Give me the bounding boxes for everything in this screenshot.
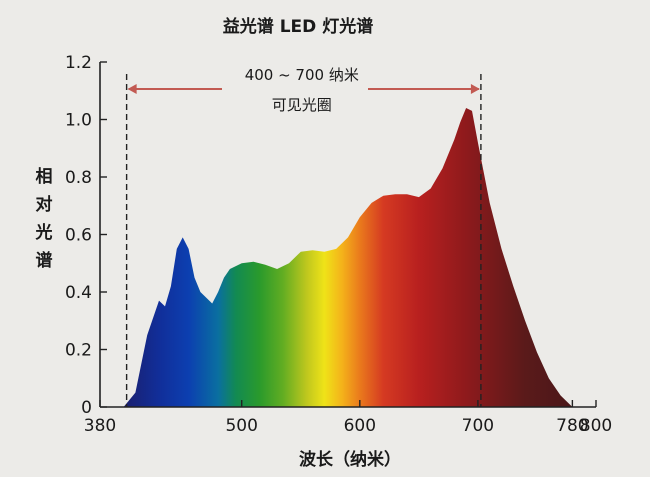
y-tick-label: 0: [81, 398, 92, 418]
spectrum-area: [123, 108, 573, 407]
y-tick-label: 0.4: [65, 283, 92, 303]
y-tick-label: 1.0: [65, 111, 92, 131]
y-axis-label-char: 谱: [36, 250, 53, 271]
range-arrowhead-right: [470, 84, 480, 94]
x-tick-label: 380: [84, 416, 116, 436]
x-tick-label: 800: [580, 416, 612, 436]
x-tick-label: 700: [462, 416, 494, 436]
range-arrowhead-left: [127, 84, 137, 94]
range-name-label: 可见光圈: [272, 96, 332, 114]
y-tick-label: 0.8: [65, 168, 92, 188]
y-axis-label-char: 光: [35, 222, 53, 243]
x-tick-label: 600: [344, 416, 376, 436]
y-axis-label-char: 相: [36, 166, 53, 187]
chart-title: 益光谱 LED 灯光谱: [223, 16, 373, 37]
range-label: 400 ~ 700 纳米: [245, 66, 359, 84]
x-tick-label: 500: [225, 416, 257, 436]
x-axis-label: 波长（纳米）: [299, 449, 401, 470]
plot-area: [123, 108, 573, 407]
y-tick-label: 1.2: [65, 53, 92, 73]
y-axis-label-char: 对: [36, 194, 53, 215]
y-tick-label: 0.2: [65, 341, 92, 361]
x-tick-label: 780: [556, 416, 588, 436]
y-tick-label: 0.6: [65, 226, 92, 246]
